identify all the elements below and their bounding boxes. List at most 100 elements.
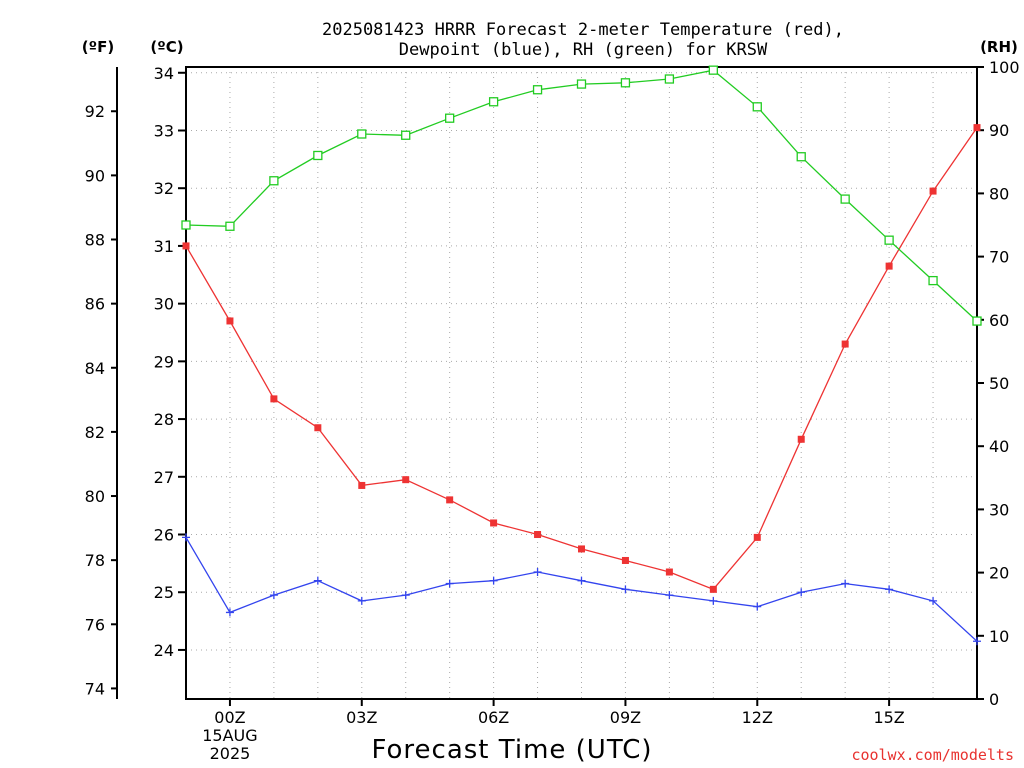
rh-point bbox=[401, 130, 411, 140]
rh-point bbox=[576, 79, 587, 89]
temperature-point bbox=[270, 395, 278, 403]
temperature-point bbox=[578, 545, 585, 553]
dewpoint-point bbox=[533, 568, 542, 577]
temperature-point bbox=[841, 340, 849, 348]
temperature-point bbox=[402, 476, 410, 484]
dewpoint-point bbox=[313, 576, 322, 585]
rh-tick-label: 80 bbox=[989, 184, 1009, 203]
x-tick-label: 06Z bbox=[478, 708, 509, 727]
dewpoint-point bbox=[841, 579, 850, 588]
rh-point bbox=[840, 194, 850, 204]
fahrenheit-tick-label: 80 bbox=[85, 487, 105, 506]
rh-tick-label: 40 bbox=[989, 437, 1009, 456]
fahrenheit-axis-unit: (ºF) bbox=[82, 38, 114, 56]
rh-point bbox=[796, 152, 806, 162]
rh-tick-label: 90 bbox=[989, 121, 1009, 140]
chart-title-line2: Dewpoint (blue), RH (green) for KRSW bbox=[399, 40, 768, 60]
rh-point bbox=[532, 85, 543, 95]
temperature-point bbox=[797, 435, 805, 443]
dewpoint-point bbox=[973, 637, 981, 646]
temperature-point bbox=[665, 568, 673, 576]
rh-point bbox=[752, 102, 762, 112]
x-tick-label: 09Z bbox=[610, 708, 641, 727]
fahrenheit-tick-label: 74 bbox=[85, 679, 105, 698]
x-tick-year-label: 2025 bbox=[210, 744, 251, 763]
temperature-point bbox=[885, 262, 893, 270]
dewpoint-point bbox=[753, 602, 762, 611]
rh-tick-label: 20 bbox=[989, 564, 1009, 583]
series-rh bbox=[181, 65, 982, 326]
dewpoint-point bbox=[489, 576, 498, 585]
rh-axis-unit: (RH) bbox=[980, 38, 1018, 56]
temperature-point bbox=[753, 533, 761, 541]
celsius-tick-label: 34 bbox=[154, 64, 174, 83]
celsius-tick-label: 32 bbox=[154, 179, 174, 198]
x-tick-label: 15Z bbox=[873, 708, 904, 727]
rh-point bbox=[313, 150, 323, 161]
dewpoint-point bbox=[577, 576, 586, 585]
temperature-line bbox=[185, 127, 978, 591]
rh-point bbox=[445, 113, 455, 123]
rh-point bbox=[928, 275, 938, 286]
rh-tick-label: 70 bbox=[989, 248, 1009, 267]
dewpoint-point bbox=[885, 585, 894, 594]
data-series bbox=[181, 65, 982, 646]
x-axis-label: Forecast Time (UTC) bbox=[371, 735, 652, 765]
fahrenheit-tick-label: 76 bbox=[85, 615, 105, 634]
temperature-point bbox=[534, 531, 542, 539]
celsius-tick-label: 29 bbox=[154, 352, 174, 371]
dewpoint-point bbox=[269, 591, 278, 600]
temperature-point bbox=[973, 124, 981, 132]
fahrenheit-tick-label: 82 bbox=[85, 423, 105, 442]
rh-point bbox=[620, 78, 631, 88]
dewpoint-point bbox=[621, 585, 630, 594]
credit-text: coolwx.com/modelts bbox=[851, 746, 1014, 764]
dewpoint-point bbox=[225, 608, 234, 617]
celsius-tick-label: 30 bbox=[154, 295, 174, 314]
fahrenheit-tick-label: 90 bbox=[85, 166, 105, 185]
fahrenheit-tick-label: 78 bbox=[85, 551, 105, 570]
rh-point bbox=[708, 65, 718, 75]
dewpoint-point bbox=[401, 591, 410, 600]
celsius-tick-label: 31 bbox=[154, 237, 174, 256]
rh-point bbox=[181, 220, 191, 230]
series-temperature bbox=[182, 124, 981, 593]
axes bbox=[111, 66, 984, 706]
rh-tick-label: 60 bbox=[989, 311, 1009, 330]
temperature-point bbox=[490, 519, 498, 527]
temperature-point bbox=[182, 242, 190, 250]
dewpoint-point bbox=[445, 579, 454, 588]
celsius-tick-label: 24 bbox=[154, 641, 174, 660]
temperature-point bbox=[314, 424, 322, 432]
x-tick-date-label: 15AUG bbox=[202, 726, 257, 745]
rh-point bbox=[884, 235, 894, 245]
dewpoint-point bbox=[357, 596, 366, 605]
temperature-point bbox=[226, 317, 234, 325]
tick-labels: 24 25 26 27 28 29 30 31 32 33 34 74 76 78 80 82 84 86 88 90… bbox=[85, 58, 1020, 763]
rh-tick-label: 50 bbox=[989, 374, 1009, 393]
rh-tick-label: 100 bbox=[989, 58, 1020, 77]
rh-point bbox=[972, 316, 982, 326]
x-tick-label: 00Z bbox=[214, 708, 245, 727]
fahrenheit-tick-label: 92 bbox=[85, 102, 105, 121]
dewpoint-point bbox=[709, 596, 718, 605]
rh-point bbox=[269, 176, 279, 186]
temperature-point bbox=[709, 585, 717, 593]
fahrenheit-tick-label: 88 bbox=[85, 231, 105, 250]
x-tick-label: 03Z bbox=[346, 708, 377, 727]
celsius-axis-unit: (ºC) bbox=[150, 38, 183, 56]
celsius-tick-label: 33 bbox=[154, 121, 174, 140]
dewpoint-point bbox=[929, 596, 938, 605]
temperature-point bbox=[446, 496, 454, 504]
rh-point bbox=[488, 97, 499, 107]
rh-point bbox=[357, 129, 367, 139]
fahrenheit-tick-label: 86 bbox=[85, 295, 105, 314]
rh-tick-label: 30 bbox=[989, 500, 1009, 519]
temperature-point bbox=[621, 556, 629, 564]
celsius-tick-label: 27 bbox=[154, 468, 174, 487]
celsius-tick-label: 25 bbox=[154, 583, 174, 602]
x-tick-label: 12Z bbox=[742, 708, 773, 727]
temperature-point bbox=[358, 481, 366, 489]
dewpoint-point bbox=[182, 533, 190, 542]
